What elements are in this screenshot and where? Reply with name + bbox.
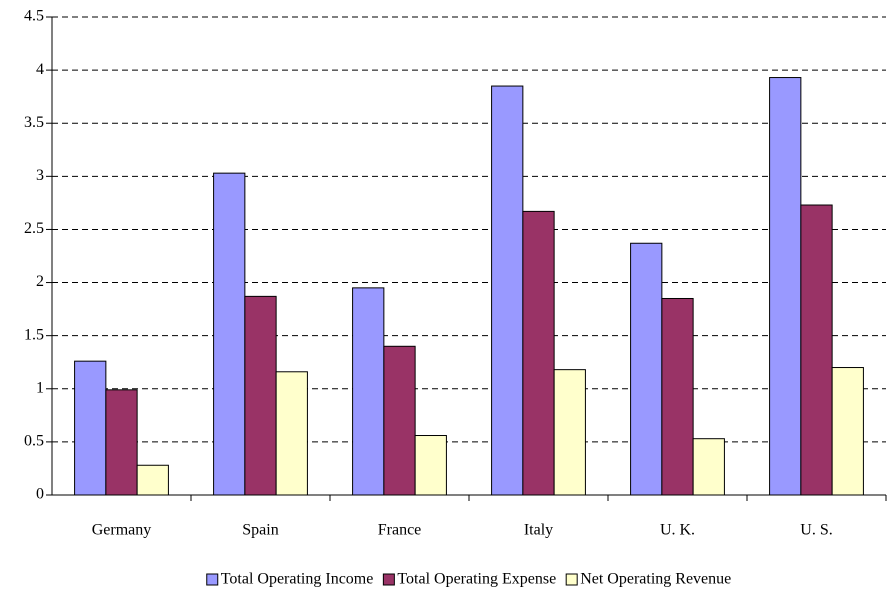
legend-swatch (206, 573, 219, 586)
x-tick-label: Germany (92, 522, 152, 539)
bar (692, 438, 725, 496)
legend-label: Total Operating Income (221, 571, 374, 588)
y-tick-label: 4 (36, 61, 44, 78)
y-tick-label: 1.5 (24, 326, 44, 343)
legend-label: Total Operating Expense (397, 571, 556, 588)
bar (630, 242, 663, 496)
y-tick-label: 2.5 (24, 220, 44, 237)
bar (661, 297, 694, 496)
x-tick-label: Spain (242, 522, 278, 539)
bar (105, 389, 138, 496)
y-tick-label: 3.5 (24, 114, 44, 131)
bar (800, 204, 833, 496)
x-tick-label: France (378, 522, 422, 539)
bar (244, 295, 277, 496)
legend-label: Net Operating Revenue (580, 571, 731, 588)
y-tick-label: 0 (36, 486, 44, 503)
y-tick-label: 1 (36, 379, 44, 396)
y-tick-label: 0.5 (24, 433, 44, 450)
bar (553, 369, 586, 496)
y-tick-label: 2 (36, 273, 44, 290)
bar (769, 77, 802, 496)
x-tick-label: U. K. (660, 522, 695, 539)
bar (491, 85, 524, 496)
bar (522, 210, 555, 496)
x-tick-label: Italy (524, 522, 553, 539)
legend-swatch (565, 573, 578, 586)
x-tick-label: U. S. (800, 522, 832, 539)
bar (414, 435, 447, 496)
y-tick-label: 4.5 (24, 8, 44, 25)
y-tick-label: 3 (36, 167, 44, 184)
bar (275, 371, 308, 496)
bar (74, 360, 107, 496)
bar (213, 172, 246, 496)
bar (383, 345, 416, 496)
bar (352, 287, 385, 496)
bar (136, 464, 169, 496)
bar (831, 367, 864, 496)
legend-swatch (382, 573, 395, 586)
